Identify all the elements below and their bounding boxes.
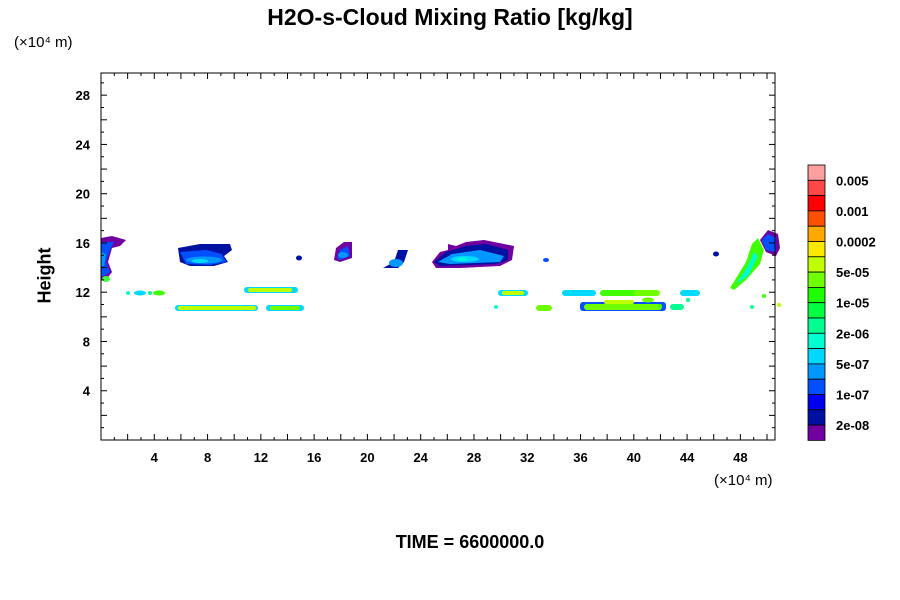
y-tick-label: 24: [76, 137, 91, 152]
cloud-blob: [126, 290, 165, 296]
y-tick-label: 8: [83, 334, 90, 349]
cloud-blob: [383, 250, 408, 268]
colorbar-swatch: [807, 210, 826, 227]
colorbar-label: 2e-06: [836, 326, 869, 341]
x-tick-label: 36: [573, 450, 587, 465]
colorbar-swatch: [807, 378, 826, 395]
cloud-blob: [730, 230, 780, 290]
colorbar-swatch: [807, 348, 826, 365]
colorbar-swatch: [807, 271, 826, 288]
y-tick-label: 28: [76, 88, 90, 103]
colorbar-swatch: [807, 302, 826, 319]
colorbar-swatch: [807, 286, 826, 304]
colorbar-swatch: [807, 317, 826, 334]
colorbar-label: 0.0002: [836, 235, 876, 250]
x-tick-label: 44: [680, 450, 695, 465]
colorbar-swatch: [807, 424, 826, 441]
x-tick-label: 24: [413, 450, 428, 465]
colorbar-swatch: [807, 394, 826, 411]
cloud-blob: [244, 287, 298, 293]
colorbar-swatch: [807, 225, 826, 242]
cloud-blob: [432, 240, 514, 268]
y-tick-label: 16: [76, 236, 90, 251]
colorbar-swatch: [807, 164, 826, 181]
cloud-blob: [334, 242, 352, 262]
colorbar-swatch: [807, 195, 826, 212]
chart-title: H2O-s-Cloud Mixing Ratio [kg/kg]: [267, 4, 633, 30]
colorbar-label: 5e-07: [836, 357, 869, 372]
cloud-blob: [713, 251, 719, 257]
cloud-blob: [494, 290, 781, 311]
plot-frame: [100, 72, 776, 441]
cloud-blob: [178, 244, 232, 266]
y-tick-label: 4: [83, 384, 91, 399]
x-tick-label: 4: [151, 450, 159, 465]
colorbar-label: 5e-05: [836, 265, 869, 280]
x-tick-label: 12: [254, 450, 268, 465]
colorbar-swatch: [807, 179, 826, 197]
colorbar-label: 0.001: [836, 204, 869, 219]
cloud-blob: [543, 258, 549, 262]
colorbar-swatch: [807, 241, 826, 258]
cloud-blob: [175, 305, 304, 311]
x-tick-label: 32: [520, 450, 534, 465]
y-tick-label: 12: [76, 285, 90, 300]
x-tick-label: 20: [360, 450, 374, 465]
colorbar-swatch: [807, 256, 826, 273]
colorbar-label: 0.005: [836, 173, 869, 188]
y-tick-label: 20: [76, 187, 90, 202]
colorbar-swatch: [807, 363, 826, 380]
cloud-field: [101, 230, 781, 311]
x-tick-label: 28: [467, 450, 481, 465]
y-axis-unit: (×10⁴ m): [14, 34, 73, 51]
time-label: TIME = 6600000.0: [395, 532, 545, 552]
colorbar-label: 1e-05: [836, 296, 869, 311]
x-axis-unit: (×10⁴ m): [714, 472, 773, 489]
colorbar-label: 1e-07: [836, 388, 869, 403]
cloud-blob: [296, 255, 302, 261]
colorbar-swatch: [807, 409, 826, 426]
colorbar-label: 2e-08: [836, 418, 869, 433]
x-tick-label: 48: [733, 450, 747, 465]
colorbar-swatch: [807, 332, 826, 349]
x-tick-label: 16: [307, 450, 321, 465]
x-tick-label: 8: [204, 450, 211, 465]
x-tick-label: 40: [627, 450, 641, 465]
